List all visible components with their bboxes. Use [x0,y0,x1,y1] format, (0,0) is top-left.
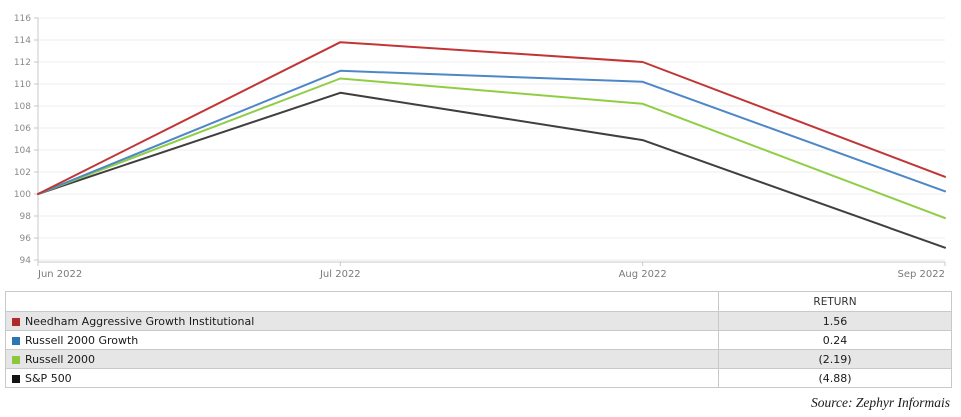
series-label: Russell 2000 [25,352,95,366]
return-column-header: RETURN [718,291,952,312]
y-axis-label: 112 [14,58,31,68]
series-line-russell-2000-growth [37,69,946,195]
series-line-s-p-500 [37,91,946,249]
returns-table-header: RETURN [5,291,952,312]
series-color-swatch [12,317,20,326]
table-row: S&P 500 (4.88) [5,368,952,388]
table-row: Russell 2000 (2.19) [5,349,952,369]
source-attribution: Source: Zephyr Informais [811,395,950,410]
y-axis-label: 100 [14,190,31,200]
x-axis-label: Jul 2022 [319,269,361,280]
series-color-swatch [12,374,20,383]
return-value: (2.19) [718,349,952,369]
table-row: Needham Aggressive Growth Institutional … [5,311,952,331]
series-line-russell-2000 [37,77,946,220]
return-value: 1.56 [718,311,952,331]
y-axis-label: 110 [14,80,31,90]
performance-chart: 94 96 98 100 102 104 106 108 110 112 114 116 Jun 202… [14,14,946,280]
y-axis-label: 104 [14,146,31,156]
y-axis-label: 108 [14,102,31,112]
series-label: Russell 2000 Growth [25,333,139,347]
x-axis-label: Aug 2022 [619,269,667,280]
series-line-needham-aggressive-growth-institutional [37,41,946,195]
series-color-swatch [12,355,20,364]
x-axis-label: Sep 2022 [898,269,945,280]
y-axis-label: 116 [14,14,31,24]
y-axis-label: 96 [20,234,32,244]
returns-table-body: Needham Aggressive Growth Institutional … [5,311,952,388]
return-value: (4.88) [718,368,952,388]
y-axis-label: 106 [14,124,31,134]
y-axis-label: 102 [14,168,31,178]
return-value: 0.24 [718,330,952,350]
x-axis-label: Jun 2022 [37,269,82,280]
chart-area: 94 96 98 100 102 104 106 108 110 112 114 116 Jun 202… [14,14,946,280]
name-column-header [5,291,719,312]
series-color-swatch [12,336,20,345]
y-axis-label: 94 [20,256,32,266]
y-axis-label: 114 [14,36,31,46]
header-row: RETURN [5,291,952,312]
series-label: Needham Aggressive Growth Institutional [25,314,255,328]
returns-table: RETURN Needham Aggressive Growth Institu… [5,291,952,388]
table-row: Russell 2000 Growth 0.24 [5,330,952,350]
y-axis-label: 98 [20,212,32,222]
series-label: S&P 500 [25,371,72,385]
